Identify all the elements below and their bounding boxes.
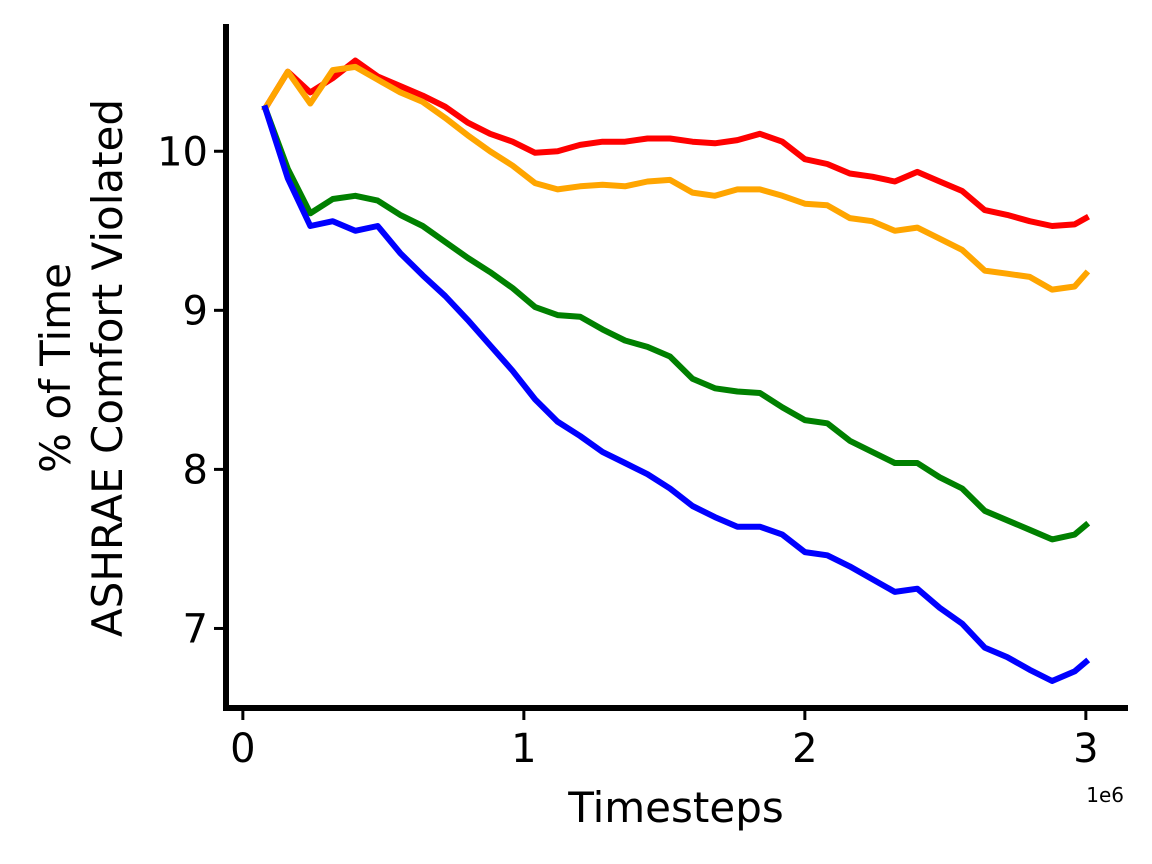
x-tick-label: 3 (1073, 726, 1098, 772)
y-axis-label-line2: ASHRAE Comfort Violated (83, 99, 132, 637)
y-tick-label: 9 (183, 288, 208, 334)
x-tick-label: 2 (792, 726, 817, 772)
y-axis-label-line1: % of Time (31, 263, 80, 473)
y-axis-label-group: % of Time ASHRAE Comfort Violated (31, 99, 132, 637)
ticks-layer: 0 1 2 3 7 8 9 10 (157, 129, 1098, 772)
x-tick-label: 0 (230, 726, 255, 772)
y-tick-label: 10 (157, 129, 208, 175)
series-line-1 (261, 57, 1090, 229)
series-line-4 (261, 104, 1091, 684)
x-axis-offset-label: 1e6 (1086, 783, 1124, 807)
series-layer (261, 57, 1091, 684)
x-axis-label: Timesteps (567, 783, 784, 832)
y-tick-label: 7 (183, 606, 208, 652)
x-tick-label: 1 (511, 726, 536, 772)
series-line-3 (261, 104, 1091, 543)
y-tick-label: 8 (183, 447, 208, 493)
series-line-2 (261, 63, 1091, 293)
